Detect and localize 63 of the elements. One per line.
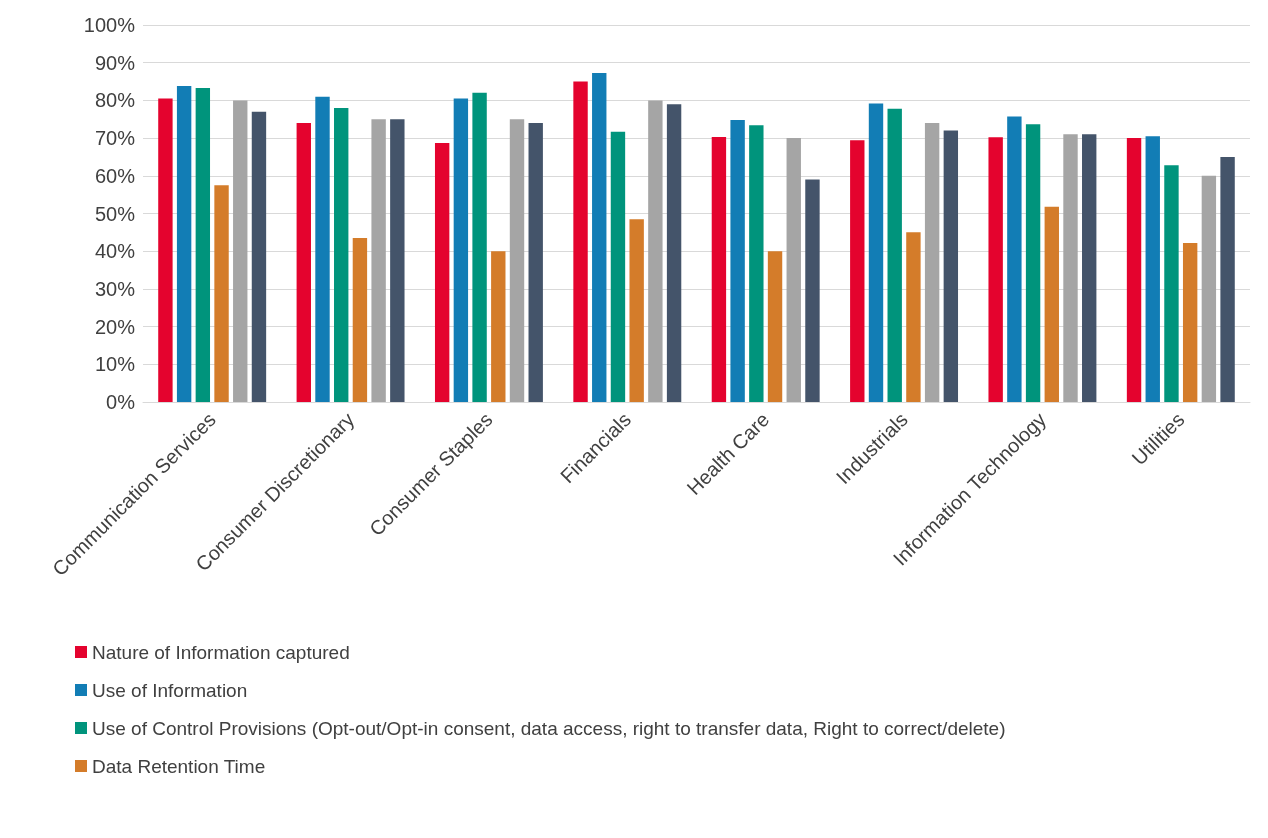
y-tick-label: 20% <box>94 315 136 338</box>
bar <box>868 103 884 402</box>
bar <box>214 185 229 402</box>
bar <box>371 119 386 402</box>
bar <box>434 143 450 402</box>
bar <box>296 123 311 402</box>
bar <box>1220 156 1235 402</box>
bar <box>472 92 487 402</box>
y-tick-label: 0% <box>106 391 136 413</box>
bar <box>666 104 682 402</box>
bar <box>749 125 764 402</box>
bar <box>233 100 248 402</box>
bar <box>629 219 644 402</box>
bar <box>610 131 626 402</box>
bar <box>390 119 405 402</box>
bar <box>1145 136 1160 402</box>
bar <box>573 81 588 402</box>
bar <box>648 100 663 402</box>
bar <box>251 111 267 402</box>
bar <box>1063 134 1078 402</box>
bar <box>491 251 506 402</box>
y-tick-label: 40% <box>94 240 136 263</box>
y-tick-label: 100% <box>83 14 136 36</box>
legend-label: Use of Information <box>92 679 248 701</box>
bar <box>1007 116 1022 402</box>
bar <box>1025 124 1041 402</box>
bar <box>528 123 543 402</box>
bar <box>453 98 469 402</box>
bar <box>195 87 211 402</box>
bar <box>767 251 783 402</box>
bar <box>906 232 921 402</box>
bar <box>1201 175 1217 402</box>
bar <box>1182 242 1198 402</box>
bar <box>711 136 727 402</box>
bar <box>592 72 607 402</box>
bar <box>158 98 173 402</box>
y-tick-label: 50% <box>94 202 136 225</box>
y-tick-label: 10% <box>94 353 136 376</box>
y-tick-label: 80% <box>94 89 136 112</box>
bar <box>1126 138 1142 402</box>
bar <box>352 238 368 402</box>
bar <box>924 123 940 402</box>
legend-label: Nature of Information captured <box>92 641 350 663</box>
bar <box>786 138 801 402</box>
legend-label: Use of Control Provisions (Opt-out/Opt-in consent, data access, right to transfer data, Right to correct/delete) <box>92 717 1006 739</box>
bar <box>943 130 959 402</box>
bar <box>887 108 902 402</box>
bar <box>988 137 1003 402</box>
y-tick-label: 70% <box>94 127 136 150</box>
y-tick-label: 30% <box>94 277 136 300</box>
bar <box>1164 165 1179 402</box>
bar <box>509 119 525 402</box>
y-tick-label: 60% <box>94 164 136 187</box>
y-tick-label: 90% <box>94 51 136 74</box>
bar <box>730 120 745 402</box>
bar <box>850 140 865 402</box>
bar <box>315 96 330 402</box>
bar <box>1082 134 1097 402</box>
bar <box>176 86 192 402</box>
bar <box>334 107 349 402</box>
legend-label: Data Retention Time <box>92 755 266 777</box>
bar <box>805 179 820 402</box>
bar <box>1044 206 1059 402</box>
